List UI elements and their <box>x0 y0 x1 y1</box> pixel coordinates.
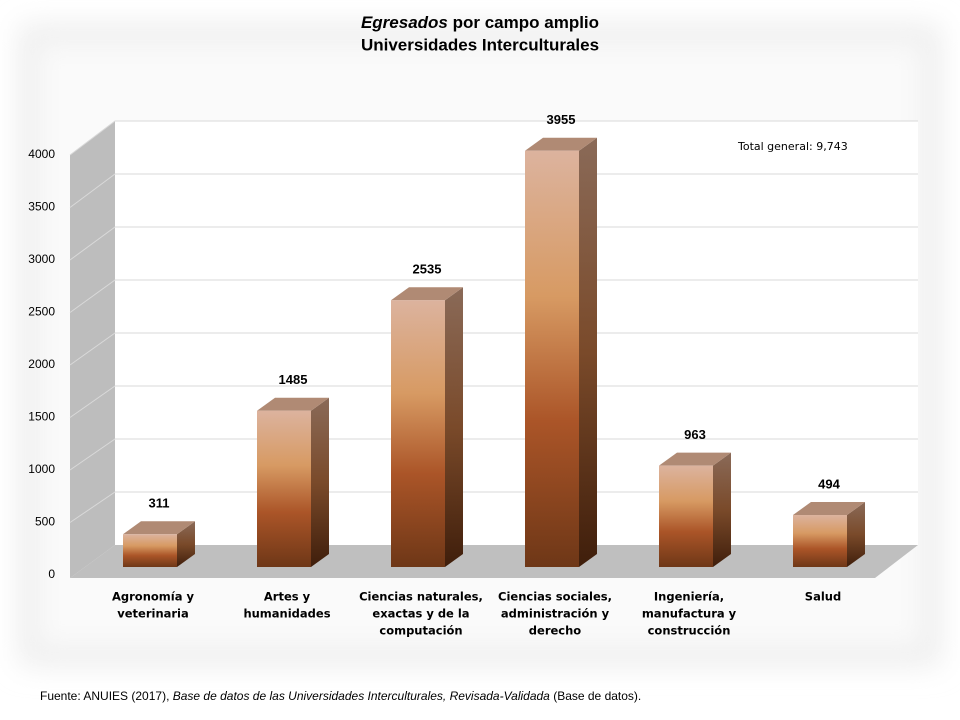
bar-top <box>391 287 463 301</box>
bar-side <box>311 397 329 567</box>
bar-side <box>445 287 463 567</box>
x-tick-label: Ciencias sociales, <box>498 590 612 604</box>
y-tick-label: 2500 <box>28 305 55 319</box>
y-tick-label: 1500 <box>28 410 55 424</box>
y-tick-label: 3500 <box>28 200 55 214</box>
source: Fuente: ANUIES (2017), Base de datos de … <box>40 689 641 703</box>
bar <box>123 521 195 567</box>
source-text: Fuente: ANUIES (2017), <box>40 689 169 703</box>
y-tick-label: 1000 <box>28 462 55 476</box>
x-tick-label: computación <box>379 624 462 638</box>
grid-line <box>69 438 918 471</box>
chart-subtitle: Universidades Interculturales <box>361 35 599 54</box>
bar <box>391 287 463 567</box>
x-tick-label: manufactura y <box>642 607 737 621</box>
bar-side <box>847 502 865 567</box>
grid-line <box>69 491 918 523</box>
annotation: Total general: 9,743 <box>737 140 848 153</box>
bar-front <box>391 300 445 567</box>
x-tick-label: Ciencias naturales, <box>359 590 483 604</box>
grid-line <box>69 332 918 366</box>
source-title: Base de datos de las Universidades Inter… <box>173 689 550 703</box>
bar <box>793 502 865 567</box>
grid-line <box>69 385 918 418</box>
bar <box>257 397 329 567</box>
x-tick-label: Artes y <box>264 590 311 604</box>
bar-front <box>123 534 177 567</box>
source-note: (Base de datos). <box>553 689 641 703</box>
chart-title: Egresados por campo amplio <box>361 13 599 32</box>
title-emphasis: Egresados <box>361 13 448 32</box>
bar-top <box>257 397 329 411</box>
x-tick-label: exactas y de la <box>372 607 469 621</box>
y-tick-label: 0 <box>48 567 55 581</box>
data-label: 494 <box>818 476 840 491</box>
data-label: 311 <box>149 496 170 511</box>
grid-line <box>69 173 918 208</box>
x-tick-label: Ingeniería, <box>654 590 724 604</box>
title-rest: por campo amplio <box>453 13 599 32</box>
bar-side <box>713 452 731 567</box>
bar-top <box>525 137 597 151</box>
x-tick-label: construcción <box>648 624 731 638</box>
bar-front <box>257 410 311 567</box>
x-tick-label: veterinaria <box>117 607 189 621</box>
bar-front <box>659 465 713 567</box>
data-label: 1485 <box>279 372 308 387</box>
x-tick-label: derecho <box>529 624 582 638</box>
bar <box>525 137 597 567</box>
bar-side <box>177 521 195 567</box>
bar-front <box>525 150 579 567</box>
y-tick-label: 2000 <box>28 357 55 371</box>
floor <box>70 545 918 578</box>
bar-top <box>793 502 865 516</box>
y-tick-label: 500 <box>35 515 55 529</box>
bar-top <box>659 452 731 466</box>
y-tick-label: 3000 <box>28 252 55 266</box>
data-label: 3955 <box>547 112 576 127</box>
data-label: 963 <box>684 427 706 442</box>
y-tick-label: 4000 <box>28 147 55 161</box>
bar-side <box>579 137 597 567</box>
data-label: 2535 <box>413 262 442 277</box>
bar-top <box>123 521 195 535</box>
grid-line <box>69 279 918 313</box>
bar-front <box>793 515 847 567</box>
grid-line <box>69 226 918 261</box>
grid-line <box>69 120 918 156</box>
x-tick-label: Agronomía y <box>112 590 194 604</box>
x-tick-label: administración y <box>501 607 610 621</box>
x-tick-label: humanidades <box>243 607 330 621</box>
bar <box>659 452 731 567</box>
x-tick-label: Salud <box>805 590 841 604</box>
